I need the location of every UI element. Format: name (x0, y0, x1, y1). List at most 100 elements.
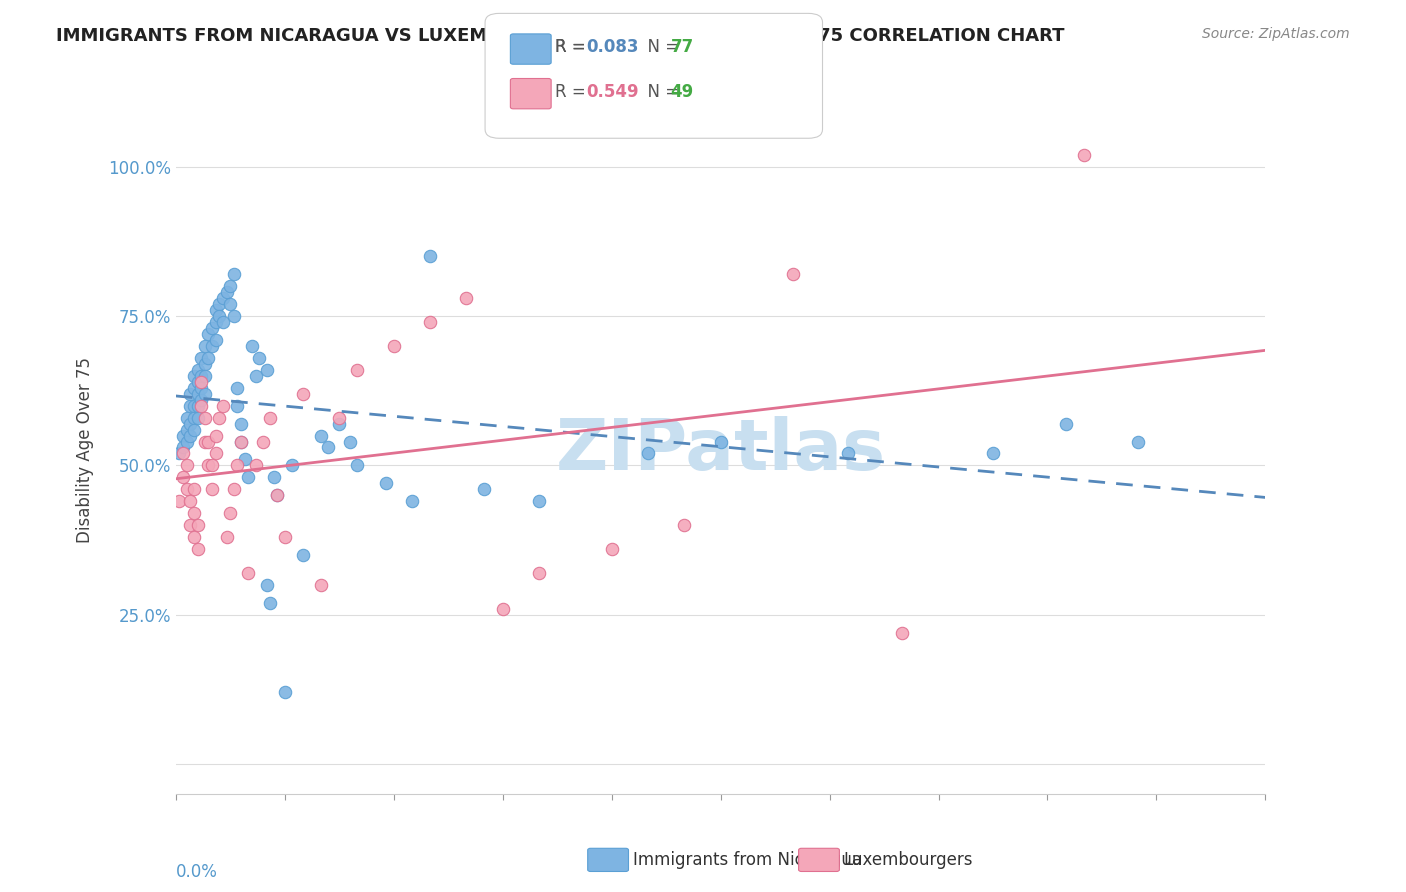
Point (176, 483, 198, 497)
Point (215, 285, 238, 300)
Point (190, 351, 212, 365)
Point (176, 458, 198, 473)
Point (190, 381, 212, 395)
Point (710, 434, 733, 449)
Text: IMMIGRANTS FROM NICARAGUA VS LUXEMBOURGER DISABILITY AGE OVER 75 CORRELATION CHA: IMMIGRANTS FROM NICARAGUA VS LUXEMBOURGE… (56, 27, 1064, 45)
Point (172, 470, 194, 484)
Point (186, 541, 209, 556)
Point (208, 297, 231, 311)
Point (183, 506, 205, 520)
Point (492, 601, 515, 615)
Point (222, 309, 245, 323)
Text: R =: R = (555, 38, 592, 56)
Point (204, 446, 226, 460)
Point (186, 363, 209, 377)
Point (179, 428, 201, 442)
Point (201, 458, 224, 473)
Point (266, 488, 288, 502)
Point (194, 368, 217, 383)
Point (222, 483, 245, 497)
Point (782, 267, 804, 281)
Point (194, 339, 217, 353)
Point (328, 410, 350, 425)
Point (201, 483, 224, 497)
Point (186, 399, 209, 413)
Point (240, 339, 263, 353)
Point (183, 410, 205, 425)
Point (401, 494, 423, 508)
Point (176, 410, 198, 425)
Point (256, 578, 278, 592)
Point (186, 410, 209, 425)
Point (208, 309, 231, 323)
Point (226, 381, 249, 395)
Point (183, 530, 205, 544)
Point (172, 441, 194, 455)
Point (266, 488, 288, 502)
Text: 0.0%: 0.0% (176, 863, 218, 880)
Point (194, 386, 217, 401)
Point (186, 518, 209, 533)
Point (346, 363, 368, 377)
Y-axis label: Disability Age Over 75: Disability Age Over 75 (76, 358, 94, 543)
Point (179, 494, 201, 508)
Point (204, 303, 226, 318)
Point (194, 357, 217, 371)
Point (226, 458, 249, 473)
Point (197, 434, 219, 449)
Point (309, 578, 332, 592)
Point (474, 483, 496, 497)
Point (179, 417, 201, 431)
Point (419, 249, 441, 263)
Point (183, 399, 205, 413)
Point (197, 458, 219, 473)
Point (183, 423, 205, 437)
Text: 0.549: 0.549 (586, 83, 638, 101)
Point (194, 434, 217, 449)
Point (172, 428, 194, 442)
Point (281, 458, 304, 473)
Point (190, 392, 212, 407)
Point (219, 297, 242, 311)
Point (204, 315, 226, 329)
Point (252, 434, 274, 449)
Point (186, 386, 209, 401)
Point (197, 351, 219, 365)
Point (215, 530, 238, 544)
Point (231, 434, 253, 449)
Point (208, 410, 231, 425)
Point (194, 410, 217, 425)
Point (179, 386, 201, 401)
Point (274, 530, 297, 544)
Text: N =: N = (637, 38, 685, 56)
Point (179, 518, 201, 533)
Point (309, 428, 332, 442)
Text: N =: N = (637, 83, 685, 101)
Point (190, 375, 212, 389)
Point (456, 291, 478, 305)
Text: 49: 49 (671, 83, 695, 101)
Point (247, 351, 270, 365)
Text: Luxembourgers: Luxembourgers (844, 851, 973, 869)
Point (190, 399, 212, 413)
Point (231, 417, 253, 431)
Point (169, 446, 191, 460)
Point (837, 446, 859, 460)
Point (527, 494, 550, 508)
Text: ZIPatlas: ZIPatlas (555, 416, 886, 485)
Point (1073, 148, 1095, 162)
Point (1128, 434, 1150, 449)
Point (291, 386, 314, 401)
Point (637, 446, 659, 460)
Text: R =: R = (555, 38, 592, 56)
Point (600, 541, 623, 556)
Point (238, 566, 260, 580)
Point (169, 494, 191, 508)
Point (263, 470, 285, 484)
Point (186, 375, 209, 389)
Text: R =: R = (555, 83, 592, 101)
Point (204, 428, 226, 442)
Point (375, 476, 398, 491)
Point (219, 279, 242, 293)
Point (201, 339, 224, 353)
